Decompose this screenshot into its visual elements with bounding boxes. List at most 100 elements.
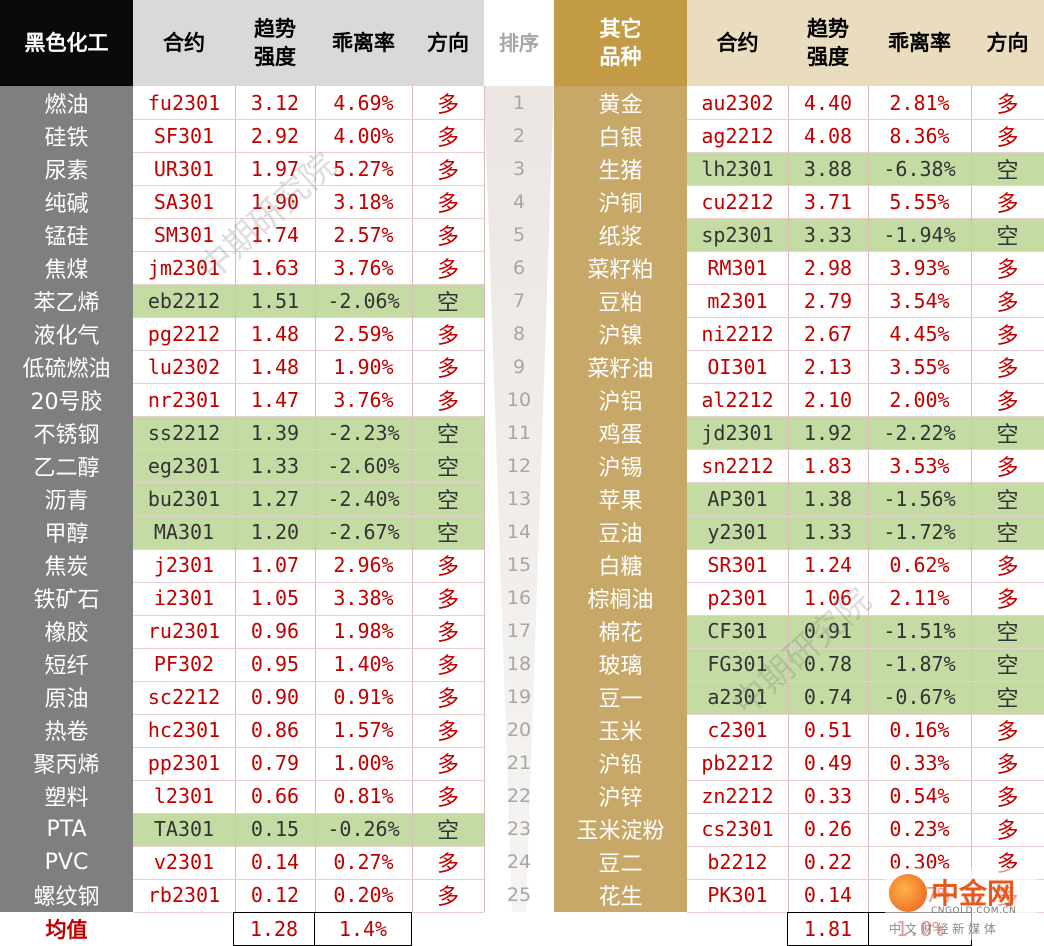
direction-cell: 多 xyxy=(436,588,459,614)
deviation-cell: 1.00% xyxy=(333,751,394,776)
contract-cell: v2301 xyxy=(153,850,215,875)
commodity-name: 橡胶 xyxy=(44,621,89,647)
grid-hline xyxy=(133,516,484,517)
direction-cell: 空 xyxy=(971,680,1044,714)
deviation-cell: 1.98% xyxy=(333,619,394,644)
deviation-cell: -0.67% xyxy=(868,680,971,714)
deviation-cell: -1.87% xyxy=(868,647,971,681)
direction-cell: 多 xyxy=(436,621,459,647)
strength-cell: 3.12 xyxy=(250,90,300,115)
commodity-name: 苯乙烯 xyxy=(33,290,100,316)
deviation-cell: -1.51% xyxy=(868,614,971,648)
commodity-name: 棕榈油 xyxy=(587,588,654,614)
strength-cell: 0.12 xyxy=(250,883,300,908)
contract-cell: m2301 xyxy=(707,288,768,313)
commodity-name: 焦煤 xyxy=(44,257,89,283)
direction-cell: 多 xyxy=(996,191,1019,217)
right-average-strength: 1.81 xyxy=(787,912,869,946)
grid-hline xyxy=(133,317,484,318)
contract-cell: ss2212 xyxy=(133,416,235,450)
strength-cell: 0.78 xyxy=(788,647,868,681)
direction-cell: 多 xyxy=(996,588,1019,614)
contract-cell: lh2301 xyxy=(687,152,788,186)
strength-cell: 1.83 xyxy=(803,453,853,478)
grid-vline xyxy=(315,86,316,912)
deviation-cell: -0.26% xyxy=(315,812,412,846)
direction-cell: 多 xyxy=(436,125,459,151)
contract-cell: l2301 xyxy=(153,784,215,809)
commodity-name: 白银 xyxy=(598,125,643,151)
grid-hline xyxy=(687,449,1044,450)
deviation-cell: 2.00% xyxy=(889,387,950,412)
deviation-cell: 0.62% xyxy=(889,553,950,578)
strength-cell: 1.38 xyxy=(788,482,868,516)
deviation-cell: -2.40% xyxy=(315,482,412,516)
commodity-name: 玉米淀粉 xyxy=(576,819,665,845)
grid-hline xyxy=(133,185,484,186)
commodity-name: 豆一 xyxy=(598,687,643,713)
rank-number: 24 xyxy=(506,851,532,874)
strength-cell: 0.95 xyxy=(250,652,300,677)
contract-cell: y2301 xyxy=(687,515,788,549)
direction-cell: 多 xyxy=(436,158,459,184)
strength-cell: 1.47 xyxy=(250,387,300,412)
commodity-name: 螺纹钢 xyxy=(33,885,100,911)
strength-cell: 2.67 xyxy=(803,321,853,346)
rank-number: 20 xyxy=(506,719,532,742)
deviation-cell: 0.27% xyxy=(333,850,394,875)
grid-hline xyxy=(133,582,484,583)
direction-cell: 多 xyxy=(996,125,1019,151)
commodity-name: 白糖 xyxy=(598,555,643,581)
deviation-cell: -2.22% xyxy=(868,416,971,450)
commodity-name: 纯碱 xyxy=(44,191,89,217)
strength-cell: 0.96 xyxy=(250,619,300,644)
rank-number: 17 xyxy=(506,620,532,643)
direction-cell: 空 xyxy=(971,152,1044,186)
commodity-name: 热卷 xyxy=(44,720,89,746)
deviation-cell: 3.93% xyxy=(889,255,950,280)
deviation-cell: 0.91% xyxy=(333,685,394,710)
direction-cell: 空 xyxy=(971,218,1044,252)
contract-cell: PF302 xyxy=(153,652,215,677)
direction-cell: 多 xyxy=(996,819,1019,845)
strength-cell: 1.20 xyxy=(235,515,315,549)
rank-number: 18 xyxy=(506,653,532,676)
strength-cell: 2.13 xyxy=(803,354,853,379)
rank-number: 12 xyxy=(506,454,532,477)
contract-cell: fu2301 xyxy=(147,90,221,115)
contract-cell: hc2301 xyxy=(147,718,221,743)
strength-cell: 1.39 xyxy=(235,416,315,450)
deviation-cell: -2.67% xyxy=(315,515,412,549)
deviation-cell: -1.94% xyxy=(868,218,971,252)
direction-cell: 多 xyxy=(996,720,1019,746)
commodity-name: 甲醇 xyxy=(44,522,89,548)
deviation-cell: 2.11% xyxy=(889,586,950,611)
rank-number: 13 xyxy=(506,487,532,510)
contract-cell: a2301 xyxy=(687,680,788,714)
contract-cell: p2301 xyxy=(707,586,768,611)
direction-cell: 空 xyxy=(412,812,484,846)
right-deviation-header: 乖离率 xyxy=(868,0,971,86)
strength-cell: 1.74 xyxy=(250,222,300,247)
direction-cell: 多 xyxy=(436,555,459,581)
left-deviation-header: 乖离率 xyxy=(315,0,412,86)
grid-hline xyxy=(133,549,484,550)
right-category-column xyxy=(554,86,687,912)
right-contract-header: 合约 xyxy=(687,0,788,86)
strength-cell: 0.51 xyxy=(803,718,853,743)
commodity-name: 豆二 xyxy=(598,852,643,878)
deviation-cell: -2.23% xyxy=(315,416,412,450)
grid-hline xyxy=(133,615,484,616)
contract-cell: SM301 xyxy=(153,222,215,247)
deviation-cell: 3.18% xyxy=(333,189,394,214)
left-category-column xyxy=(0,86,133,912)
rank-number: 8 xyxy=(512,322,526,345)
rank-number: 10 xyxy=(506,388,532,411)
strength-cell: 4.40 xyxy=(803,90,853,115)
strength-cell: 1.06 xyxy=(803,586,853,611)
contract-cell: j2301 xyxy=(153,553,215,578)
contract-cell: rb2301 xyxy=(147,883,221,908)
direction-cell: 多 xyxy=(996,92,1019,118)
rank-number: 23 xyxy=(506,818,532,841)
